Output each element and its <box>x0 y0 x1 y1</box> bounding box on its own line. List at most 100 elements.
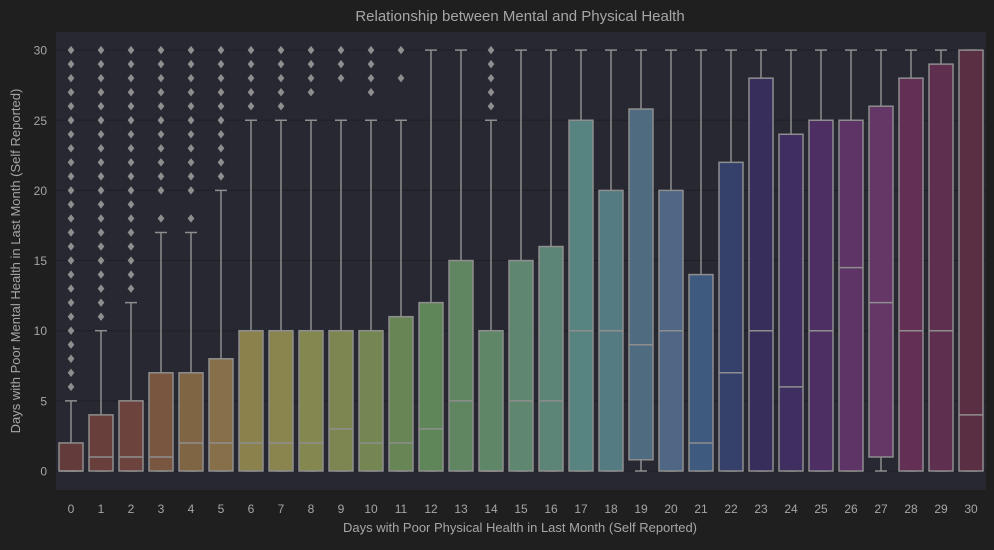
outlier-point <box>157 130 165 139</box>
outlier-point <box>187 144 195 153</box>
outlier-point <box>247 73 255 83</box>
box-body <box>358 329 384 472</box>
x-tick-label: 16 <box>544 502 558 516</box>
outlier-point <box>67 284 75 293</box>
y-tick-label: 20 <box>34 184 48 198</box>
box-20 <box>658 49 684 472</box>
box-28 <box>898 49 924 472</box>
outlier-point <box>307 45 315 55</box>
box-body <box>478 329 504 472</box>
outlier-point <box>217 130 225 139</box>
outlier-point <box>397 45 405 55</box>
box-body <box>898 77 924 472</box>
y-axis-label: Days with Poor Mental Health in Last Mon… <box>8 89 23 434</box>
box-body <box>418 301 444 472</box>
outlier-point <box>67 340 75 349</box>
outlier-point <box>67 45 75 55</box>
box-5 <box>208 45 234 472</box>
outlier-point <box>67 144 75 153</box>
outlier-point <box>337 59 345 69</box>
outlier-point <box>187 158 195 167</box>
box-21 <box>688 49 714 472</box>
outlier-point <box>187 59 195 69</box>
x-tick-label: 28 <box>904 502 918 516</box>
outlier-point <box>97 116 105 125</box>
x-tick-label: 11 <box>395 502 408 516</box>
box-17 <box>568 49 594 472</box>
outlier-point <box>487 87 495 97</box>
outlier-point <box>127 228 135 237</box>
box-16 <box>538 49 564 472</box>
outlier-point <box>127 186 135 195</box>
x-tick-label: 1 <box>98 502 105 516</box>
box-body <box>448 259 474 472</box>
box-body <box>748 77 774 472</box>
y-tick-label: 0 <box>40 465 47 479</box>
outlier-point <box>397 73 405 83</box>
outlier-point <box>67 87 75 97</box>
outlier-point <box>487 45 495 55</box>
box-1 <box>88 45 114 472</box>
y-tick-label: 5 <box>40 394 47 408</box>
outlier-point <box>187 214 195 223</box>
box-body <box>958 49 984 472</box>
box-26 <box>838 49 864 472</box>
x-tick-label: 10 <box>364 502 378 516</box>
box-body <box>538 245 564 472</box>
outlier-point <box>367 87 375 97</box>
outlier-point <box>127 130 135 139</box>
box-body <box>298 329 324 472</box>
outlier-point <box>97 144 105 153</box>
outlier-point <box>67 130 75 139</box>
outlier-point <box>127 59 135 69</box>
x-tick-label: 6 <box>248 502 255 516</box>
outlier-point <box>97 242 105 251</box>
outlier-point <box>67 102 75 111</box>
outlier-point <box>127 284 135 293</box>
outlier-point <box>277 87 285 97</box>
x-tick-label: 8 <box>308 502 315 516</box>
box-body <box>88 414 114 472</box>
outlier-point <box>247 59 255 69</box>
box-0 <box>58 45 84 472</box>
outlier-point <box>277 73 285 83</box>
outlier-point <box>367 45 375 55</box>
outlier-point <box>67 158 75 167</box>
outlier-point <box>97 102 105 111</box>
outlier-point <box>127 242 135 251</box>
outlier-point <box>127 214 135 223</box>
outlier-point <box>187 73 195 83</box>
outlier-point <box>67 312 75 321</box>
outlier-point <box>277 45 285 55</box>
outlier-point <box>67 382 75 392</box>
outlier-point <box>97 256 105 265</box>
outlier-point <box>97 73 105 83</box>
x-axis-label: Days with Poor Physical Health in Last M… <box>343 520 697 535</box>
outlier-point <box>367 73 375 83</box>
outlier-point <box>487 59 495 69</box>
box-12 <box>418 49 444 472</box>
outlier-point <box>127 144 135 153</box>
x-tick-labels: 0 1 2 3 4 5 6 7 8 9 10 11 12 13 14 15 16 17 18 19 20 21 22 23 24… <box>68 502 978 516</box>
outlier-point <box>157 186 165 195</box>
box-body <box>328 329 354 472</box>
outlier-point <box>67 354 75 363</box>
box-body <box>928 63 954 472</box>
x-tick-label: 2 <box>128 502 135 516</box>
x-tick-label: 22 <box>724 502 738 516</box>
box-25 <box>808 49 834 472</box>
outlier-point <box>67 228 75 237</box>
outlier-point <box>67 73 75 83</box>
box-14 <box>478 45 504 472</box>
outlier-point <box>187 45 195 55</box>
x-tick-label: 30 <box>964 502 978 516</box>
x-tick-label: 26 <box>844 502 858 516</box>
outlier-point <box>67 326 75 335</box>
outlier-point <box>157 158 165 167</box>
outlier-point <box>157 116 165 125</box>
outlier-point <box>97 186 105 195</box>
x-tick-label: 15 <box>514 502 528 516</box>
box-7 <box>268 45 294 472</box>
x-tick-label: 0 <box>68 502 75 516</box>
